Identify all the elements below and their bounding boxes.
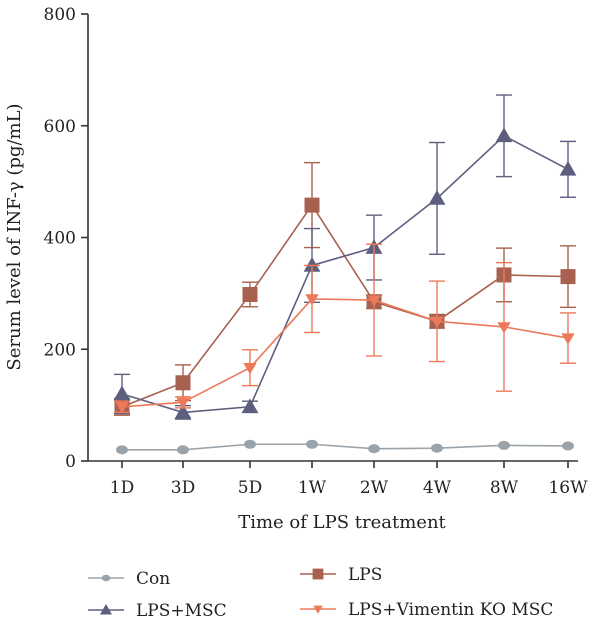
data-point (559, 160, 577, 176)
data-point (305, 294, 319, 306)
data-point (244, 439, 256, 449)
data-point (560, 269, 576, 285)
series-line (121, 134, 569, 414)
legend-item-lps-msc: LPS+MSC (88, 601, 227, 621)
y-tick-label: 0 (65, 452, 76, 472)
data-point (176, 397, 190, 409)
data-point (561, 333, 575, 345)
x-ticks: 1D 3D 5D 1W 2W 4W 8W 16W (110, 461, 588, 498)
data-point (430, 316, 444, 328)
x-tick-label: 3D (171, 478, 195, 498)
series-line (122, 443, 569, 451)
data-point (562, 441, 574, 451)
legend-swatch-marker (313, 605, 323, 614)
data-point (174, 403, 192, 419)
legend-item-lps: LPS (300, 565, 382, 585)
series-con (116, 439, 574, 455)
x-tick-label: 1W (298, 478, 327, 498)
data-point (113, 385, 131, 401)
x-axis-title: Time of LPS treatment (238, 512, 446, 533)
y-tick-label: 800 (44, 5, 76, 25)
y-axis-title: Serum level of INF-γ (pg/mL) (4, 103, 25, 370)
data-point (241, 398, 259, 414)
data-point (497, 322, 511, 334)
legend: Con LPS LPS+MSC LPS+Vimentin KO MSC (88, 565, 553, 621)
data-point (368, 444, 380, 454)
legend-swatch-marker (101, 574, 111, 582)
series-lps (114, 161, 576, 416)
legend-swatch-marker (99, 603, 113, 615)
y-tick-label: 200 (44, 340, 76, 360)
data-point (175, 375, 191, 391)
x-tick-label: 5D (238, 478, 262, 498)
legend-label: LPS (348, 565, 382, 585)
data-point (367, 295, 381, 307)
data-point (116, 445, 128, 455)
data-point (495, 127, 513, 143)
data-point (498, 440, 510, 450)
x-tick-label: 16W (548, 478, 588, 498)
data-point (431, 443, 443, 453)
data-point (428, 189, 446, 205)
x-tick-label: 1D (110, 478, 134, 498)
x-tick-label: 2W (360, 478, 389, 498)
legend-item-lps-vimentin-ko-msc: LPS+Vimentin KO MSC (300, 600, 553, 620)
data-point (304, 197, 320, 213)
y-tick-label: 600 (44, 117, 76, 137)
series-line (121, 298, 569, 408)
data-point (242, 286, 258, 302)
data-point (306, 439, 318, 449)
legend-swatch-marker (312, 568, 324, 580)
data-point (177, 445, 189, 455)
legend-item-con: Con (88, 569, 170, 589)
legend-label: Con (136, 569, 170, 589)
x-tick-label: 4W (423, 478, 452, 498)
y-tick-label: 400 (44, 229, 76, 249)
x-tick-label: 8W (490, 478, 519, 498)
legend-label: LPS+MSC (136, 601, 227, 621)
data-point (303, 257, 321, 272)
data-point (243, 363, 257, 375)
plot-area (113, 94, 577, 455)
series-line (121, 203, 569, 408)
legend-label: LPS+Vimentin KO MSC (348, 600, 553, 620)
y-ticks: 0 200 400 600 800 (44, 5, 88, 472)
data-point (115, 402, 129, 414)
series-lps-vimentin-ko-msc (114, 243, 576, 414)
